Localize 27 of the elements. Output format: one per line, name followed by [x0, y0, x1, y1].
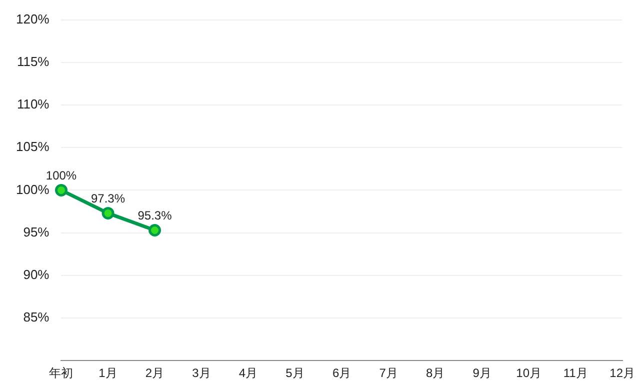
x-tick-label: 11月 [563, 366, 588, 380]
point [102, 206, 114, 220]
y-tick-label: 110% [16, 96, 50, 112]
data-label: 95.3% [138, 208, 172, 223]
y-tick-label: 115% [16, 54, 50, 69]
x-tick-label: 5月 [286, 366, 304, 380]
x-tick-label: 12月 [610, 366, 636, 380]
x-tick-label: 4月 [238, 366, 258, 380]
x-tick-label: 8月 [426, 366, 445, 380]
x-tick-label: 1月 [98, 366, 118, 380]
x-tick-label: 年初 [49, 366, 74, 380]
x-tick-label: 10月 [516, 366, 542, 380]
data-label: 100% [46, 168, 77, 183]
point [55, 184, 68, 196]
y-tick-label: 95% [23, 224, 50, 240]
x-tick-label: 6月 [332, 366, 352, 380]
data-label: 97.3% [90, 192, 126, 206]
y-tick-label: 85% [23, 310, 50, 325]
point [148, 224, 162, 236]
y-tick-label: 105% [16, 139, 50, 154]
y-tick-label: 90% [23, 266, 50, 282]
x-tick-label: 2月 [145, 366, 164, 380]
y-tick-label: 120% [16, 11, 50, 26]
x-tick-label: 3月 [192, 366, 211, 380]
x-tick-label: 9月 [472, 366, 492, 380]
y-tick-label: 100% [16, 182, 50, 197]
x-tick-label: 7月 [379, 366, 398, 380]
